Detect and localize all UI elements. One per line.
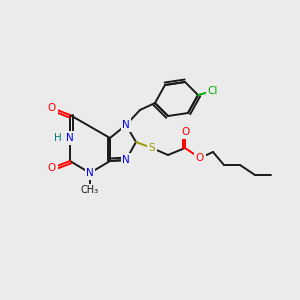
Text: S: S: [149, 143, 155, 153]
Text: Cl: Cl: [208, 86, 218, 96]
Text: N: N: [122, 120, 130, 130]
Text: O: O: [48, 163, 56, 173]
Text: N: N: [66, 133, 74, 143]
Text: N: N: [122, 155, 130, 165]
Text: O: O: [48, 103, 56, 113]
Text: H: H: [54, 133, 62, 143]
Text: N: N: [86, 168, 94, 178]
Text: O: O: [181, 127, 189, 137]
Text: O: O: [196, 153, 204, 163]
Text: CH₃: CH₃: [81, 185, 99, 195]
